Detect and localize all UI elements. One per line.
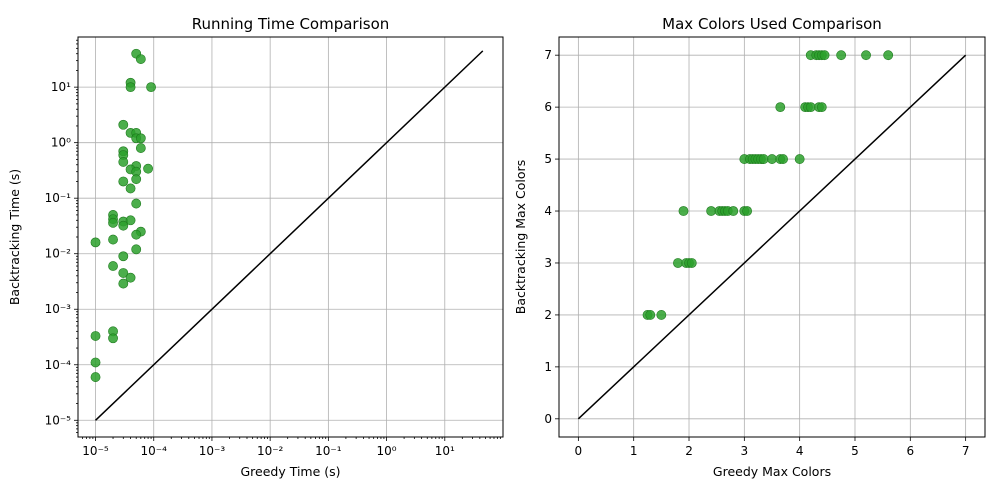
y-tick-label: 10⁻⁴: [45, 358, 72, 372]
reference-line: [95, 50, 484, 421]
y-tick-label: 7: [544, 48, 552, 62]
chart-title: Max Colors Used Comparison: [662, 15, 882, 33]
x-tick-label: 10⁻³: [199, 444, 226, 458]
data-point: [131, 198, 142, 209]
y-tick-label: 5: [544, 152, 552, 166]
x-tick-label: 7: [962, 444, 970, 458]
data-point: [794, 154, 805, 164]
data-point: [108, 234, 118, 245]
data-point: [836, 50, 847, 61]
x-tick-label: 0: [575, 444, 583, 458]
x-tick-label: 10⁰: [377, 444, 397, 458]
x-tick-label: 10⁻⁵: [82, 444, 109, 458]
x-axis-label: Greedy Max Colors: [713, 464, 831, 479]
data-point: [742, 206, 753, 216]
data-point: [819, 50, 830, 61]
data-point: [883, 50, 894, 61]
data-point: [108, 333, 118, 344]
running-time-panel: 10⁻⁵ 10⁻⁴ 10⁻³ 10⁻² 10⁻¹ 10⁰ 10¹ 10⁻⁵ 10⁻⁴ 10⁻³ 10…: [7, 15, 504, 479]
data-point: [118, 268, 129, 278]
y-tick-label: 3: [544, 256, 552, 270]
x-tick-label: 6: [906, 444, 914, 458]
data-point: [656, 310, 667, 320]
x-tick-label: 10⁻¹: [315, 444, 342, 458]
chart-title: Running Time Comparison: [192, 15, 390, 33]
data-point: [108, 261, 118, 271]
y-axis-label: Backtracking Max Colors: [513, 160, 528, 314]
x-tick-label: 10¹: [435, 444, 455, 458]
data-point: [135, 143, 146, 153]
x-tick-label: 10⁻⁴: [141, 444, 168, 458]
y-tick-label: 10⁻⁵: [45, 413, 72, 427]
x-tick-label: 5: [851, 444, 859, 458]
x-tick-label: 1: [630, 444, 638, 458]
x-tick-label: 4: [796, 444, 804, 458]
x-axis-label: Greedy Time (s): [240, 464, 340, 479]
reference-line: [577, 54, 967, 420]
data-point: [118, 157, 129, 167]
y-axis-label: Backtracking Time (s): [7, 169, 22, 305]
data-point: [778, 154, 788, 164]
y-tick-label: 10⁻¹: [45, 191, 72, 205]
data-point: [125, 272, 136, 283]
x-tick-label: 10⁻²: [257, 444, 284, 458]
plot-frame: [77, 36, 504, 438]
data-point: [767, 154, 777, 164]
data-point: [125, 82, 136, 93]
y-tick-label: 6: [544, 100, 552, 114]
data-point: [758, 154, 769, 164]
max-colors-panel: 0 1 2 3 4 5 6 7 0 1 2 3 4 5 6 7 Max Colors Used Comparis…: [513, 15, 986, 479]
data-point: [645, 310, 656, 320]
data-point: [135, 54, 146, 64]
y-tick-label: 10⁻²: [45, 247, 72, 261]
data-point: [131, 244, 142, 255]
data-point: [775, 102, 786, 113]
data-point: [118, 220, 129, 231]
data-point: [108, 217, 118, 228]
data-point: [90, 237, 101, 248]
data-point: [143, 163, 153, 174]
data-point: [90, 357, 101, 368]
plot-frame: [558, 36, 986, 438]
y-tick-label: 10¹: [51, 80, 71, 94]
data-point: [135, 133, 146, 144]
x-tick-label: 2: [685, 444, 693, 458]
data-point: [678, 206, 689, 216]
y-tick-label: 10⁰: [51, 136, 71, 150]
y-tick-label: 1: [544, 360, 552, 374]
y-tick-label: 0: [544, 412, 552, 426]
data-point: [686, 258, 697, 268]
data-point: [816, 102, 827, 113]
data-point: [131, 174, 142, 185]
data-point: [131, 229, 142, 240]
data-point: [90, 331, 101, 341]
data-point: [90, 372, 101, 382]
data-point: [861, 50, 871, 61]
data-point: [118, 278, 129, 289]
y-tick-label: 4: [544, 204, 552, 218]
data-point: [728, 206, 739, 216]
data-point: [673, 258, 683, 268]
data-point: [118, 119, 129, 130]
data-point: [146, 82, 156, 93]
y-tick-label: 2: [544, 308, 552, 322]
data-point: [125, 215, 136, 226]
x-tick-label: 3: [741, 444, 749, 458]
data-point: [125, 183, 136, 194]
y-tick-label: 10⁻³: [45, 302, 72, 316]
data-point: [805, 102, 816, 113]
data-point: [706, 206, 717, 216]
data-point: [118, 176, 129, 187]
data-point: [118, 251, 129, 262]
